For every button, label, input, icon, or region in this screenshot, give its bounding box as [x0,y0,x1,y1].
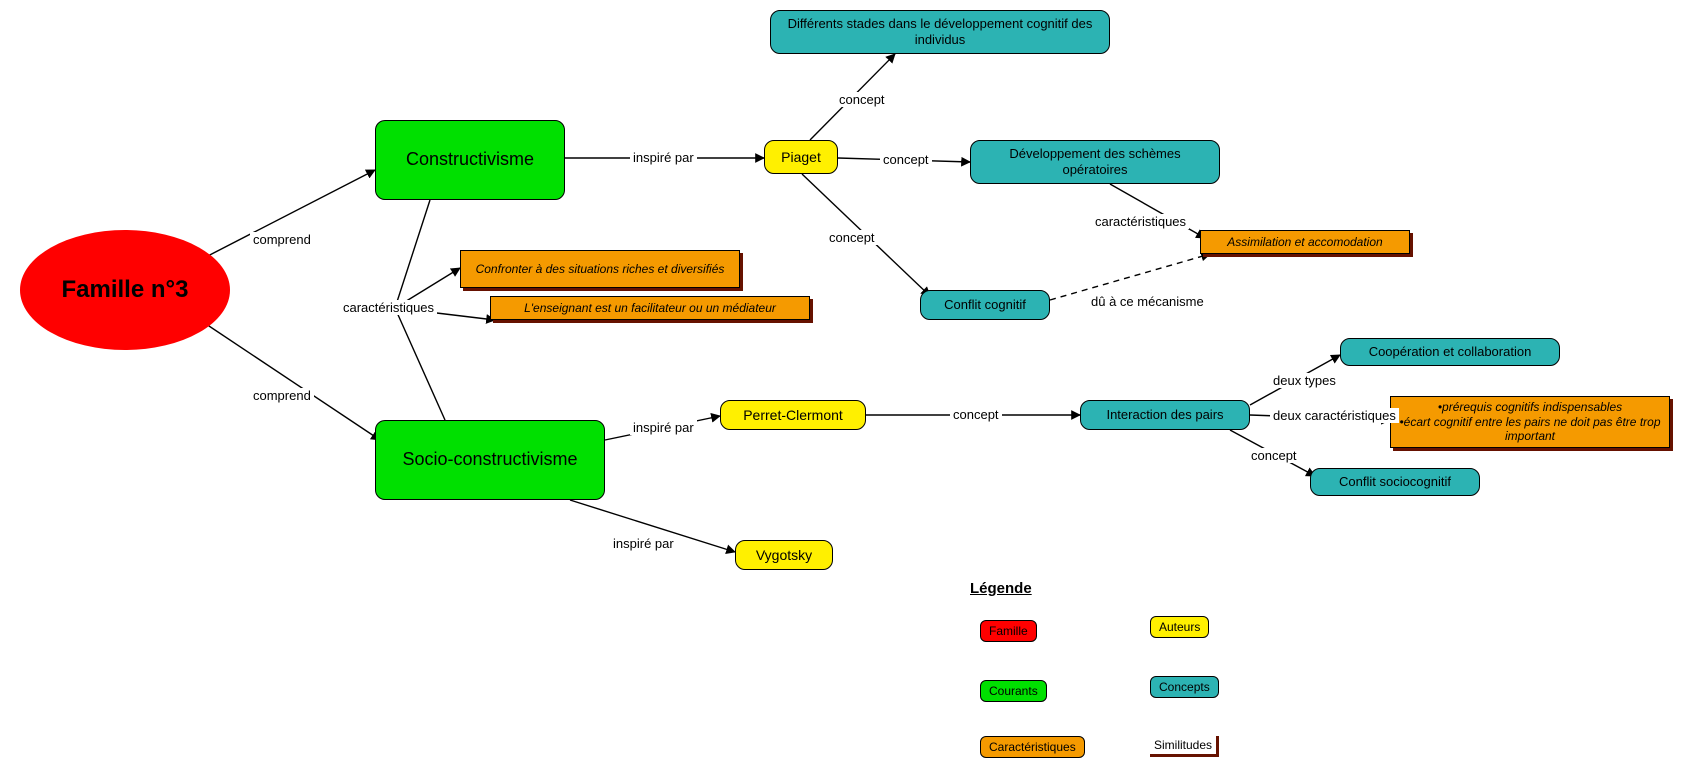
node-piaget: Piaget [764,140,838,174]
node-carac1: Confronter à des situations riches et di… [460,250,740,288]
node-prereq: •prérequis cognitifs indispensables•écar… [1390,396,1670,448]
legend-caractéristiques: Caractéristiques [980,736,1085,758]
edge-label: concept [826,230,878,245]
edge-label: deux caractéristiques [1270,408,1399,423]
node-schemes: Développement des schèmes opératoires [970,140,1220,184]
edge-label: inspiré par [630,150,697,165]
node-carac2: L'enseignant est un facilitateur ou un m… [490,296,810,320]
legend-famille: Famille [980,620,1037,642]
edge-label: inspiré par [630,420,697,435]
edge-layer [0,0,1696,772]
node-perret: Perret-Clermont [720,400,866,430]
node-root: Famille n°3 [20,230,230,350]
legend-similitudes: Similitudes [1150,736,1219,757]
node-vygot: Vygotsky [735,540,833,570]
legend-title: Légende [970,580,1032,597]
node-conflit: Conflit cognitif [920,290,1050,320]
node-coop: Coopération et collaboration [1340,338,1560,366]
edge-label: comprend [250,388,314,403]
shared-carac-label: caractéristiques [340,300,437,315]
legend-auteurs: Auteurs [1150,616,1209,638]
node-constr: Constructivisme [375,120,565,200]
edge-label: concept [950,407,1002,422]
node-assim: Assimilation et accomodation [1200,230,1410,254]
node-confsoc: Conflit sociocognitif [1310,468,1480,496]
node-interact: Interaction des pairs [1080,400,1250,430]
edge-label: concept [836,92,888,107]
node-socio: Socio-constructivisme [375,420,605,500]
edge-label: concept [880,152,932,167]
edge-label: inspiré par [610,536,677,551]
edge-label: comprend [250,232,314,247]
edge-label: deux types [1270,373,1339,388]
legend-concepts: Concepts [1150,676,1219,698]
node-stades: Différents stades dans le développement … [770,10,1110,54]
edge-label: concept [1248,448,1300,463]
legend-courants: Courants [980,680,1047,702]
edge-label: caractéristiques [1092,214,1189,229]
edge-label: dû à ce mécanisme [1088,294,1207,309]
